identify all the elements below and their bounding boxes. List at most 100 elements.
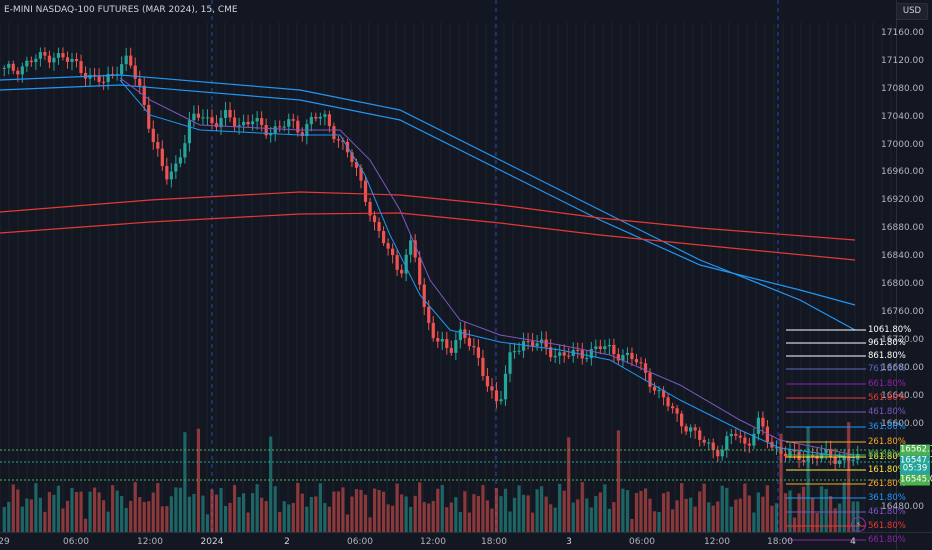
fib-level-label: 161.80%	[868, 465, 906, 475]
candle-body	[210, 117, 214, 124]
volume-bar	[774, 503, 779, 532]
moving-average-line	[119, 79, 856, 459]
volume-bar	[851, 501, 855, 532]
candle-body	[503, 373, 508, 400]
lightning-alert-icon[interactable]: ⚡	[851, 517, 866, 532]
volume-bar	[824, 488, 828, 532]
candle-body	[178, 157, 182, 164]
candle-body	[711, 442, 715, 451]
candle-body	[612, 345, 616, 355]
volume-bar	[2, 507, 6, 532]
candle-body	[680, 413, 684, 427]
candle-body	[260, 118, 264, 126]
volume-bar	[508, 511, 512, 532]
fib-level-label: 161.80%	[868, 452, 906, 462]
volume-bar	[413, 495, 417, 532]
volume-bar	[476, 495, 481, 532]
candle-body	[120, 64, 124, 75]
candle-body	[702, 439, 706, 443]
volume-bar	[856, 501, 860, 532]
volume-bar	[70, 488, 74, 532]
volume-bar	[83, 518, 88, 532]
candle-body	[174, 163, 178, 172]
candle-body	[386, 243, 390, 249]
candle-body	[598, 346, 602, 350]
volume-bar	[409, 506, 413, 532]
candle-body	[196, 113, 201, 118]
volume-bar	[354, 489, 359, 532]
price-tick: 16800.00	[881, 279, 924, 289]
volume-bar	[485, 500, 490, 532]
volume-bar	[260, 497, 264, 532]
volume-bar	[138, 497, 142, 532]
candle-body	[16, 70, 20, 75]
volume-bar	[205, 514, 210, 532]
candle-body	[526, 341, 530, 343]
candle-body	[824, 449, 828, 454]
candle-body	[838, 460, 842, 465]
candle-body	[634, 359, 639, 363]
moving-average-line	[119, 77, 856, 456]
volume-bar	[124, 507, 128, 532]
volume-bar	[214, 494, 219, 532]
volume-bar	[810, 498, 815, 532]
candle-body	[449, 348, 453, 353]
price-tick: 16840.00	[881, 251, 924, 261]
candle-body	[413, 240, 417, 258]
price-tick: 17080.00	[881, 84, 924, 94]
candle-body	[246, 121, 250, 125]
price-tag: 16547.75	[900, 455, 932, 467]
volume-bar	[174, 487, 178, 532]
fib-level-label: 1061.80%	[868, 325, 912, 335]
volume-bar	[314, 496, 318, 532]
volume-bar	[738, 498, 742, 532]
volume-bar	[156, 483, 160, 532]
volume-bar	[418, 482, 422, 532]
volume-bar	[820, 486, 824, 532]
candle-body	[829, 449, 833, 457]
volume-bar	[318, 483, 322, 532]
volume-bar	[305, 506, 309, 532]
volume-bar	[187, 496, 192, 532]
time-tick: 29	[0, 537, 10, 547]
candle-body	[61, 53, 65, 58]
candle-body	[359, 167, 363, 181]
candle-body	[517, 350, 521, 352]
volume-bar	[241, 493, 246, 532]
volume-bar	[142, 501, 146, 532]
candle-body	[111, 74, 115, 76]
volume-bar	[743, 483, 747, 532]
volume-bar	[151, 492, 155, 532]
candle-body	[521, 341, 526, 351]
candle-body	[666, 397, 670, 407]
price-tick: 16720.00	[881, 335, 924, 345]
price-tag: 05:39	[900, 463, 930, 475]
candle-body	[323, 114, 327, 117]
time-tick: 18:00	[481, 537, 507, 547]
fib-level-label: 361.80%	[868, 422, 906, 432]
candle-body	[187, 120, 192, 144]
candle-body	[314, 116, 318, 119]
moving-average-line	[0, 212, 856, 261]
candle-body	[630, 352, 634, 360]
candle-body	[436, 338, 440, 342]
candle-body	[160, 148, 164, 167]
volume-bar	[549, 504, 553, 532]
price-tick: 16640.00	[881, 391, 924, 401]
candle-body	[549, 347, 553, 358]
candle-body	[106, 74, 110, 82]
volume-bar	[666, 491, 670, 532]
volume-bar	[634, 493, 639, 532]
volume-bar	[716, 501, 720, 532]
fib-level-label: 261.80%	[868, 437, 906, 447]
volume-bar	[133, 482, 137, 532]
candle-body	[625, 352, 630, 356]
volume-bar	[576, 499, 580, 532]
candle-body	[820, 453, 824, 459]
candle-body	[589, 349, 593, 359]
candle-body	[544, 339, 548, 348]
volume-bar	[838, 503, 842, 532]
volume-bar	[792, 517, 797, 532]
candle-body	[83, 72, 88, 79]
